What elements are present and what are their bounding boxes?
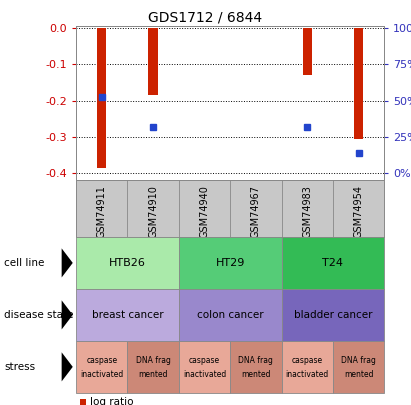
Text: log ratio: log ratio <box>90 397 134 405</box>
Text: DNA frag: DNA frag <box>238 356 273 365</box>
Text: DNA frag: DNA frag <box>341 356 376 365</box>
Text: inactivated: inactivated <box>80 370 123 379</box>
Bar <box>302 28 312 75</box>
Text: breast cancer: breast cancer <box>92 310 163 320</box>
Text: bladder cancer: bladder cancer <box>294 310 372 320</box>
Bar <box>97 28 106 168</box>
Text: stress: stress <box>4 362 35 372</box>
Text: inactivated: inactivated <box>183 370 226 379</box>
Text: T24: T24 <box>322 258 344 268</box>
Text: caspase: caspase <box>86 356 117 365</box>
Text: disease state: disease state <box>4 310 74 320</box>
Text: DNA frag: DNA frag <box>136 356 171 365</box>
Text: mented: mented <box>139 370 168 379</box>
Text: cell line: cell line <box>4 258 44 268</box>
Text: HT29: HT29 <box>215 258 245 268</box>
Text: inactivated: inactivated <box>286 370 329 379</box>
Text: mented: mented <box>344 370 373 379</box>
Text: GDS1712 / 6844: GDS1712 / 6844 <box>148 10 263 24</box>
Text: caspase: caspase <box>292 356 323 365</box>
Text: caspase: caspase <box>189 356 220 365</box>
Text: colon cancer: colon cancer <box>197 310 263 320</box>
Text: mented: mented <box>241 370 270 379</box>
Text: HTB26: HTB26 <box>109 258 146 268</box>
Bar <box>354 28 363 139</box>
Bar <box>148 28 158 95</box>
